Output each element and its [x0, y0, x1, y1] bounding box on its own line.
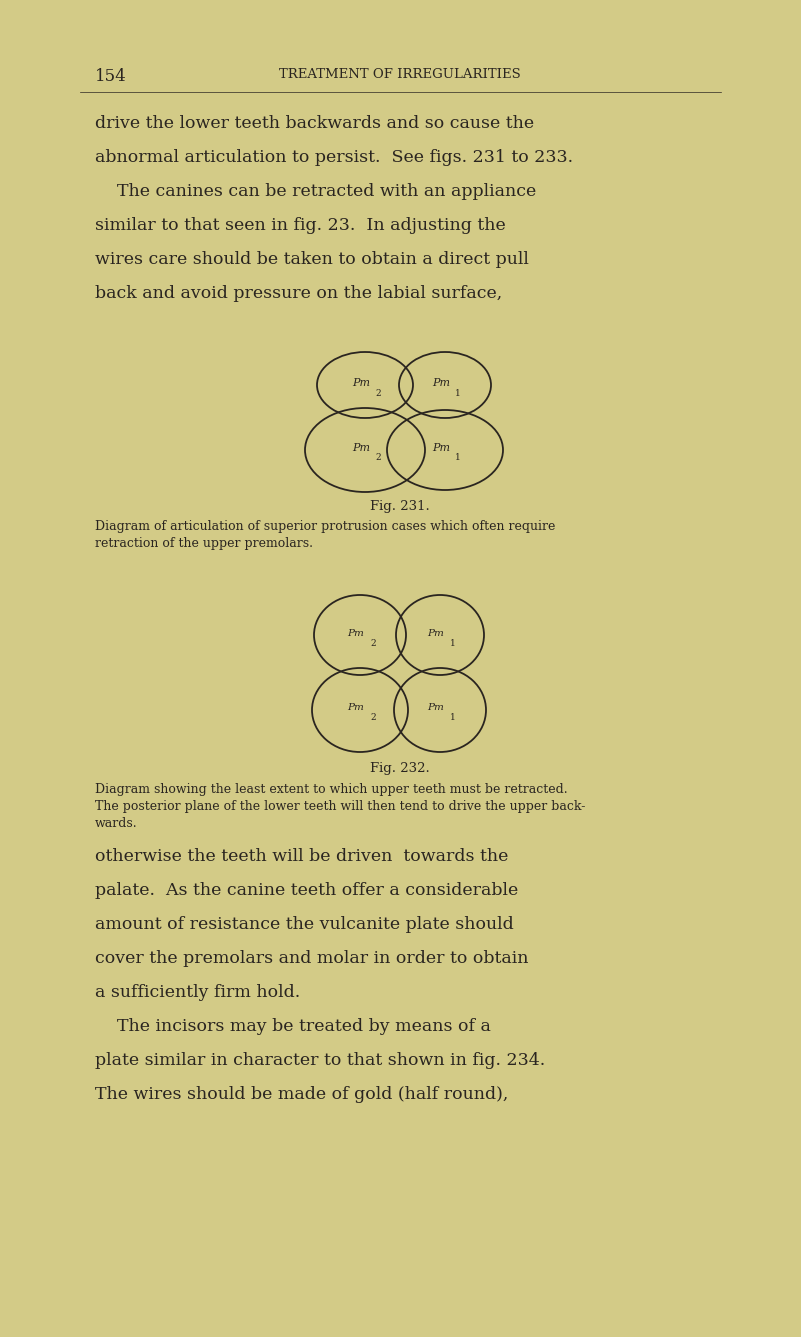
Text: otherwise the teeth will be driven  towards the: otherwise the teeth will be driven towar… [95, 848, 509, 865]
Text: Diagram showing the least extent to which upper teeth must be retracted.: Diagram showing the least extent to whic… [95, 783, 568, 796]
Text: Fig. 231.: Fig. 231. [370, 500, 430, 513]
Text: wards.: wards. [95, 817, 138, 830]
Text: 1: 1 [455, 453, 461, 463]
Text: Pm: Pm [432, 378, 450, 388]
Text: Pm: Pm [352, 378, 370, 388]
Text: amount of resistance the vulcanite plate should: amount of resistance the vulcanite plate… [95, 916, 513, 933]
Text: Pm: Pm [352, 443, 370, 453]
Text: Pm: Pm [428, 703, 445, 713]
Text: Pm: Pm [428, 628, 445, 638]
Text: 154: 154 [95, 68, 127, 86]
Text: plate similar in character to that shown in fig. 234.: plate similar in character to that shown… [95, 1052, 545, 1070]
Text: Pm: Pm [432, 443, 450, 453]
Text: back and avoid pressure on the labial surface,: back and avoid pressure on the labial su… [95, 285, 502, 302]
Text: Diagram of articulation of superior protrusion cases which often require: Diagram of articulation of superior prot… [95, 520, 555, 533]
Text: wires care should be taken to obtain a direct pull: wires care should be taken to obtain a d… [95, 251, 529, 267]
Text: The posterior plane of the lower teeth will then tend to drive the upper back-: The posterior plane of the lower teeth w… [95, 800, 586, 813]
Text: 2: 2 [375, 389, 380, 397]
Text: 1: 1 [450, 639, 456, 647]
Text: 2: 2 [370, 639, 376, 647]
Text: a sufficiently firm hold.: a sufficiently firm hold. [95, 984, 300, 1001]
Text: 2: 2 [375, 453, 380, 463]
Text: TREATMENT OF IRREGULARITIES: TREATMENT OF IRREGULARITIES [279, 68, 521, 82]
Text: similar to that seen in fig. 23.  In adjusting the: similar to that seen in fig. 23. In adju… [95, 217, 505, 234]
Text: 2: 2 [370, 714, 376, 722]
Text: cover the premolars and molar in order to obtain: cover the premolars and molar in order t… [95, 951, 529, 967]
Text: The wires should be made of gold (half round),: The wires should be made of gold (half r… [95, 1086, 509, 1103]
Text: Pm: Pm [348, 628, 364, 638]
Text: retraction of the upper premolars.: retraction of the upper premolars. [95, 537, 313, 550]
Text: The canines can be retracted with an appliance: The canines can be retracted with an app… [95, 183, 536, 201]
Text: The incisors may be treated by means of a: The incisors may be treated by means of … [95, 1017, 491, 1035]
Text: abnormal articulation to persist.  See figs. 231 to 233.: abnormal articulation to persist. See fi… [95, 148, 574, 166]
Text: 1: 1 [450, 714, 456, 722]
Text: Pm: Pm [348, 703, 364, 713]
Text: palate.  As the canine teeth offer a considerable: palate. As the canine teeth offer a cons… [95, 882, 518, 898]
Text: 1: 1 [455, 389, 461, 397]
Text: drive the lower teeth backwards and so cause the: drive the lower teeth backwards and so c… [95, 115, 534, 132]
Text: Fig. 232.: Fig. 232. [370, 762, 430, 775]
